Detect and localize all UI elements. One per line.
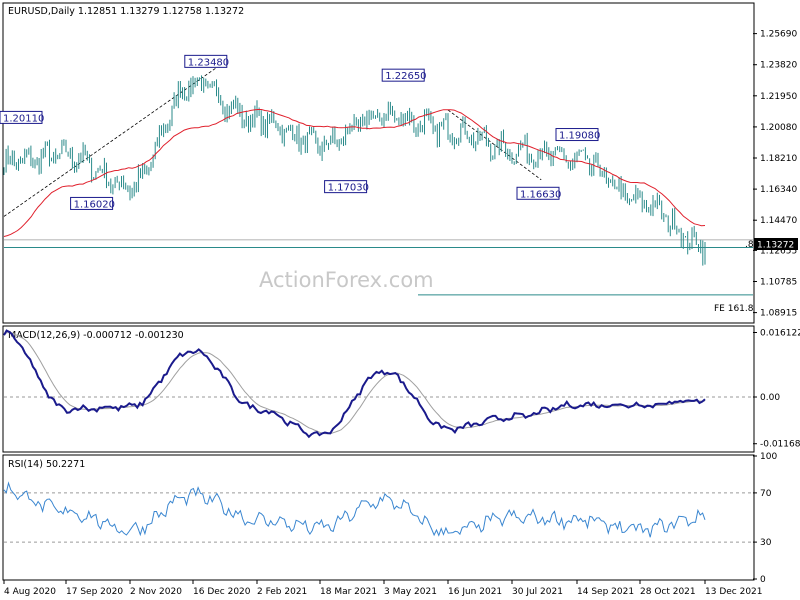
price-ytick-label: 1.23820 <box>760 61 797 71</box>
x-tick-label: 2 Nov 2020 <box>130 587 182 597</box>
price-ytick-label: 1.08915 <box>760 309 797 319</box>
watermark-text: ActionForex.com <box>259 268 434 292</box>
rsi-panel <box>2 454 755 581</box>
macd-header: MACD(12,26,9) -0.000712 -0.001230 <box>8 330 184 341</box>
x-tick-label: 13 Dec 2021 <box>705 587 763 597</box>
grid-layer <box>4 239 753 543</box>
rsi-ytick-label: 30 <box>760 538 772 548</box>
price-ytick-label: 1.20080 <box>760 123 797 133</box>
rsi-ytick-label: 100 <box>760 452 777 462</box>
price-ytick-label: 1.18210 <box>760 154 797 164</box>
annotations-layer: 1.20110 1.16020 1.23480 1.17030 1.22650 1.166… <box>0 54 600 210</box>
price-ytick-label: 1.12655 <box>760 246 797 256</box>
pivot-label: 1.23480 <box>188 57 229 68</box>
pivot-label: 1.17030 <box>328 183 369 194</box>
x-tick-label: 3 May 2021 <box>384 587 437 597</box>
macd-panel <box>2 325 755 453</box>
x-tick-label: 18 Mar 2021 <box>320 587 377 597</box>
fib-line-label: .8 <box>745 240 754 250</box>
fib-extension-label: FE 161.8 <box>714 304 754 314</box>
price-header: EURUSD,Daily 1.12851 1.13279 1.12758 1.1… <box>8 6 244 17</box>
x-tick-label: 4 Aug 2020 <box>4 587 56 597</box>
axes-layer: 1.25690 1.23820 1.21950 1.20080 1.18210 1.163… <box>3 30 800 597</box>
ma-line <box>3 109 706 237</box>
x-tick-label: 14 Sep 2021 <box>577 587 634 597</box>
price-ytick-label: 1.14470 <box>760 216 797 226</box>
x-tick-label: 16 Jun 2021 <box>448 587 502 597</box>
price-ytick-label: 1.21950 <box>760 92 797 102</box>
pivot-label-box <box>555 128 599 142</box>
trendline-dashed <box>447 109 542 181</box>
x-tick-label: 28 Oct 2021 <box>640 587 696 597</box>
pivot-label: 1.16630 <box>520 189 561 200</box>
rsi-header: RSI(14) 50.2271 <box>8 459 85 470</box>
series-layer <box>3 61 706 538</box>
rsi-ytick-label: 0 <box>760 575 766 585</box>
pivot-label: 1.19080 <box>559 131 600 142</box>
macd-ytick-label: 0.00 <box>760 393 780 403</box>
price-ytick-label: 1.16340 <box>760 185 797 195</box>
macd-ytick-label: 0.016122 <box>760 329 800 339</box>
price-ytick-label: 1.25690 <box>760 30 797 40</box>
macd-line <box>3 329 706 439</box>
pivot-label-box <box>0 110 43 124</box>
rsi-line <box>3 481 706 538</box>
pivot-label-box <box>324 180 368 194</box>
price-ytick-label: 1.10785 <box>760 278 797 288</box>
rsi-ytick-label: 70 <box>760 489 772 499</box>
x-tick-label: 2 Feb 2021 <box>257 587 307 597</box>
current-price-box <box>754 238 798 250</box>
pivot-label-box <box>381 68 425 82</box>
x-tick-label: 16 Dec 2020 <box>193 587 251 597</box>
pivot-label-box <box>70 196 114 210</box>
x-tick-label: 17 Sep 2020 <box>66 587 123 597</box>
pivot-label-box <box>184 54 228 68</box>
current-price-label: 1.13272 <box>757 241 794 251</box>
pivot-label-box <box>516 186 560 200</box>
pivot-label: 1.22650 <box>385 71 426 82</box>
x-tick-label: 30 Jul 2021 <box>512 587 563 597</box>
pivot-label: 1.16020 <box>74 199 115 210</box>
pivot-label: 1.20110 <box>3 113 44 124</box>
price-panel <box>2 2 755 324</box>
